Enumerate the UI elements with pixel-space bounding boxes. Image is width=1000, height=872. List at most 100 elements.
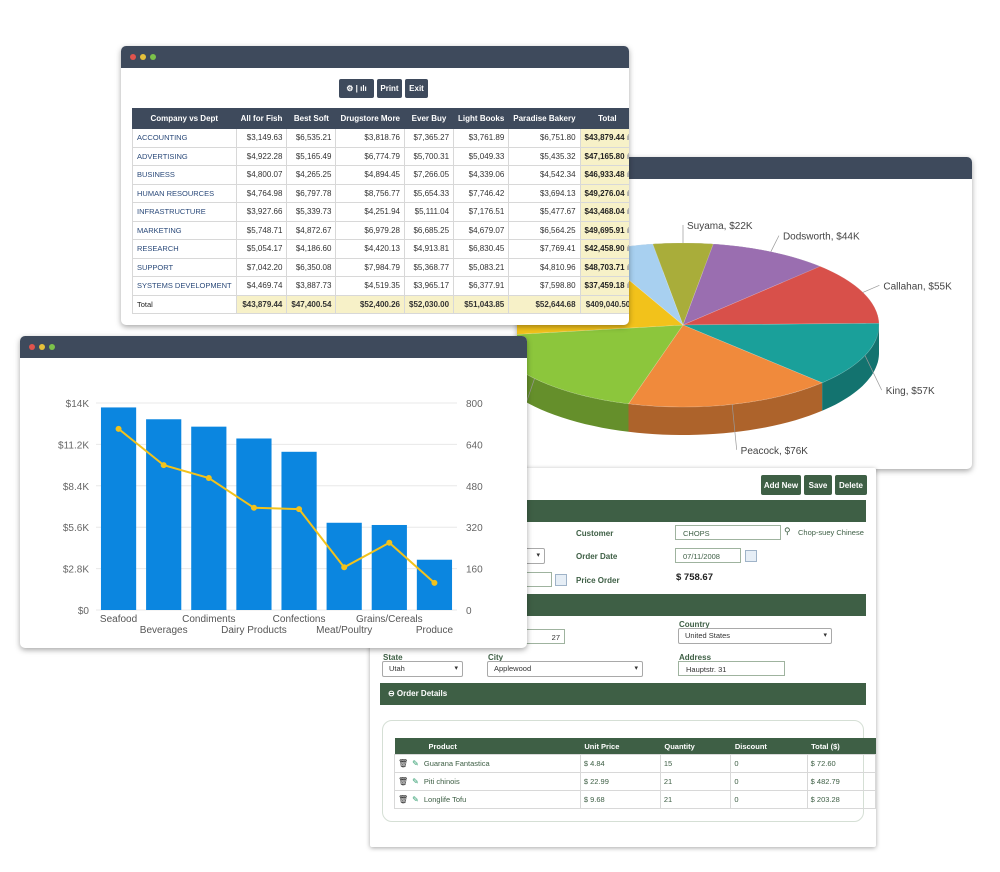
pivot-column-header[interactable]: Paradise Bakery xyxy=(508,108,581,129)
exit-button[interactable]: Exit xyxy=(405,79,428,98)
pivot-cell: $6,564.25 xyxy=(508,220,581,240)
city-value: Applewood xyxy=(494,664,532,673)
maximize-window-dot[interactable] xyxy=(49,344,55,350)
pivot-cell: $5,111.04 xyxy=(403,202,455,222)
calendar-icon[interactable] xyxy=(555,574,567,586)
row-header[interactable]: ACCOUNTING xyxy=(132,128,237,148)
bar xyxy=(236,438,272,610)
delete-button[interactable]: Delete xyxy=(835,475,867,495)
trash-icon[interactable]: 🗑 xyxy=(398,795,409,804)
number-input[interactable]: 27 xyxy=(520,629,565,644)
row-header[interactable]: HUMAN RESOURCES xyxy=(132,183,237,203)
pivot-cell: $7,365.27 xyxy=(403,128,455,148)
country-select[interactable]: United States ▾ xyxy=(678,628,832,644)
mini-chart-icon[interactable]: ılı xyxy=(626,262,629,272)
row-header[interactable]: BUSINESS xyxy=(132,165,237,185)
row-header[interactable]: RESEARCH xyxy=(132,239,237,259)
city-select[interactable]: Applewood ▾ xyxy=(487,661,643,677)
bar xyxy=(146,419,182,610)
pivot-column-header[interactable]: Total xyxy=(579,108,629,129)
mini-chart-icon[interactable]: ılı xyxy=(626,207,629,217)
pivot-column-header[interactable]: Ever Buy xyxy=(403,108,455,129)
column-total-cell: $47,400.54 xyxy=(286,294,337,314)
column-total-cell: $43,879.44 xyxy=(235,294,288,314)
y2-tick-label: 0 xyxy=(466,606,472,617)
customer-input[interactable]: CHOPS xyxy=(675,525,781,540)
pivot-column-header[interactable]: Best Soft xyxy=(286,108,337,129)
pie-label-line xyxy=(864,355,883,391)
minimize-window-dot[interactable] xyxy=(140,54,146,60)
y-tick-label: $2.8K xyxy=(63,565,89,576)
details-cell: 0 xyxy=(730,790,808,809)
window-titlebar[interactable] xyxy=(121,46,629,68)
mini-chart-icon[interactable]: ılı xyxy=(626,151,629,161)
row-header[interactable]: ADVERTISING xyxy=(132,146,237,166)
pivot-column-header[interactable]: All for Fish xyxy=(235,108,288,129)
details-cell: $ 4.84 xyxy=(579,754,661,773)
minimize-window-dot[interactable] xyxy=(39,344,45,350)
pivot-column-header[interactable]: Light Books xyxy=(453,108,510,129)
total-row-header: Total xyxy=(132,294,237,314)
mini-chart-icon[interactable]: ılı xyxy=(626,225,629,235)
x-tick-label: Grains/Cereals xyxy=(356,614,423,625)
order-details-bar[interactable]: ⊖ Order Details xyxy=(380,683,866,705)
close-window-dot[interactable] xyxy=(130,54,136,60)
pivot-column-header[interactable]: Company vs Dept xyxy=(132,108,237,129)
pivot-cell: $4,913.81 xyxy=(403,239,455,259)
edit-icon[interactable]: ✎ xyxy=(412,777,419,786)
window-titlebar[interactable] xyxy=(20,336,527,358)
pie-slice-side xyxy=(822,323,879,411)
pivot-cell: $4,519.35 xyxy=(335,276,405,296)
address-label: Address xyxy=(679,653,712,662)
pivot-row: ADVERTISING $4,922.28 $5,165.49 $6,774.79 $5… xyxy=(132,146,629,166)
mini-chart-icon[interactable]: ılı xyxy=(626,188,629,198)
add-new-button[interactable]: Add New xyxy=(761,475,801,495)
calendar-icon[interactable] xyxy=(745,550,757,562)
edit-icon[interactable]: ✎ xyxy=(412,759,419,768)
save-button[interactable]: Save xyxy=(804,475,832,495)
bar xyxy=(281,451,317,610)
row-total-value: $42,458.90 xyxy=(584,244,625,254)
pivot-cell: $4,420.13 xyxy=(335,239,405,259)
trash-icon[interactable]: 🗑 xyxy=(398,759,409,768)
close-window-dot[interactable] xyxy=(29,344,35,350)
column-total-cell: $52,644.68 xyxy=(508,294,581,314)
maximize-window-dot[interactable] xyxy=(150,54,156,60)
search-icon[interactable]: ⚲ xyxy=(784,526,791,536)
mini-chart-icon[interactable]: ılı xyxy=(626,281,629,291)
mini-chart-icon[interactable]: ılı xyxy=(626,170,629,180)
pie-label: Dodsworth, $44K xyxy=(783,232,860,243)
customer-label: Customer xyxy=(576,529,614,538)
mini-chart-icon[interactable]: ılı xyxy=(626,133,629,143)
details-cell: $ 482.79 xyxy=(806,772,876,791)
print-button[interactable]: Print xyxy=(377,79,402,98)
row-header[interactable]: MARKETING xyxy=(132,220,237,240)
table-row: 🗑 ✎ Guarana Fantastica $ 4.84 15 0 $ 72.60 xyxy=(394,754,876,773)
address-input[interactable]: Hauptstr. 31 xyxy=(678,661,785,676)
unit-price-header: Unit Price xyxy=(580,738,661,755)
mini-chart-icon[interactable]: ılı xyxy=(626,244,629,254)
chart-settings-button[interactable]: ⚙ | ılı xyxy=(339,79,374,98)
x-tick-label: Dairy Products xyxy=(221,625,287,636)
pivot-cell: $7,176.51 xyxy=(453,202,510,222)
pivot-cell: $4,810.96 xyxy=(508,257,581,277)
edit-icon[interactable]: ✎ xyxy=(412,795,419,804)
window-titlebar[interactable] xyxy=(517,157,972,179)
pivot-column-header[interactable]: Drugstore More xyxy=(335,108,405,129)
order-date-input[interactable]: 07/11/2008 xyxy=(675,548,741,563)
line-series xyxy=(117,428,436,584)
pie-label: King, $57K xyxy=(886,386,935,397)
pivot-cell: $6,830.45 xyxy=(453,239,510,259)
pivot-cell: $7,598.80 xyxy=(508,276,581,296)
row-total-cell: $43,879.44ılı xyxy=(579,128,629,148)
state-select[interactable]: Utah ▾ xyxy=(382,661,463,677)
row-header[interactable]: SUPPORT xyxy=(132,257,237,277)
pivot-cell: $7,266.05 xyxy=(403,165,455,185)
row-header[interactable]: INFRASTRUCTURE xyxy=(132,202,237,222)
pivot-cell: $7,984.79 xyxy=(335,257,405,277)
pivot-cell: $5,083.21 xyxy=(453,257,510,277)
row-header[interactable]: SYSTEMS DEVELOPMENT xyxy=(132,276,237,296)
details-cell: 🗑 ✎ Longlife Tofu xyxy=(394,790,581,809)
pie-label-line xyxy=(862,284,880,293)
trash-icon[interactable]: 🗑 xyxy=(398,777,409,786)
